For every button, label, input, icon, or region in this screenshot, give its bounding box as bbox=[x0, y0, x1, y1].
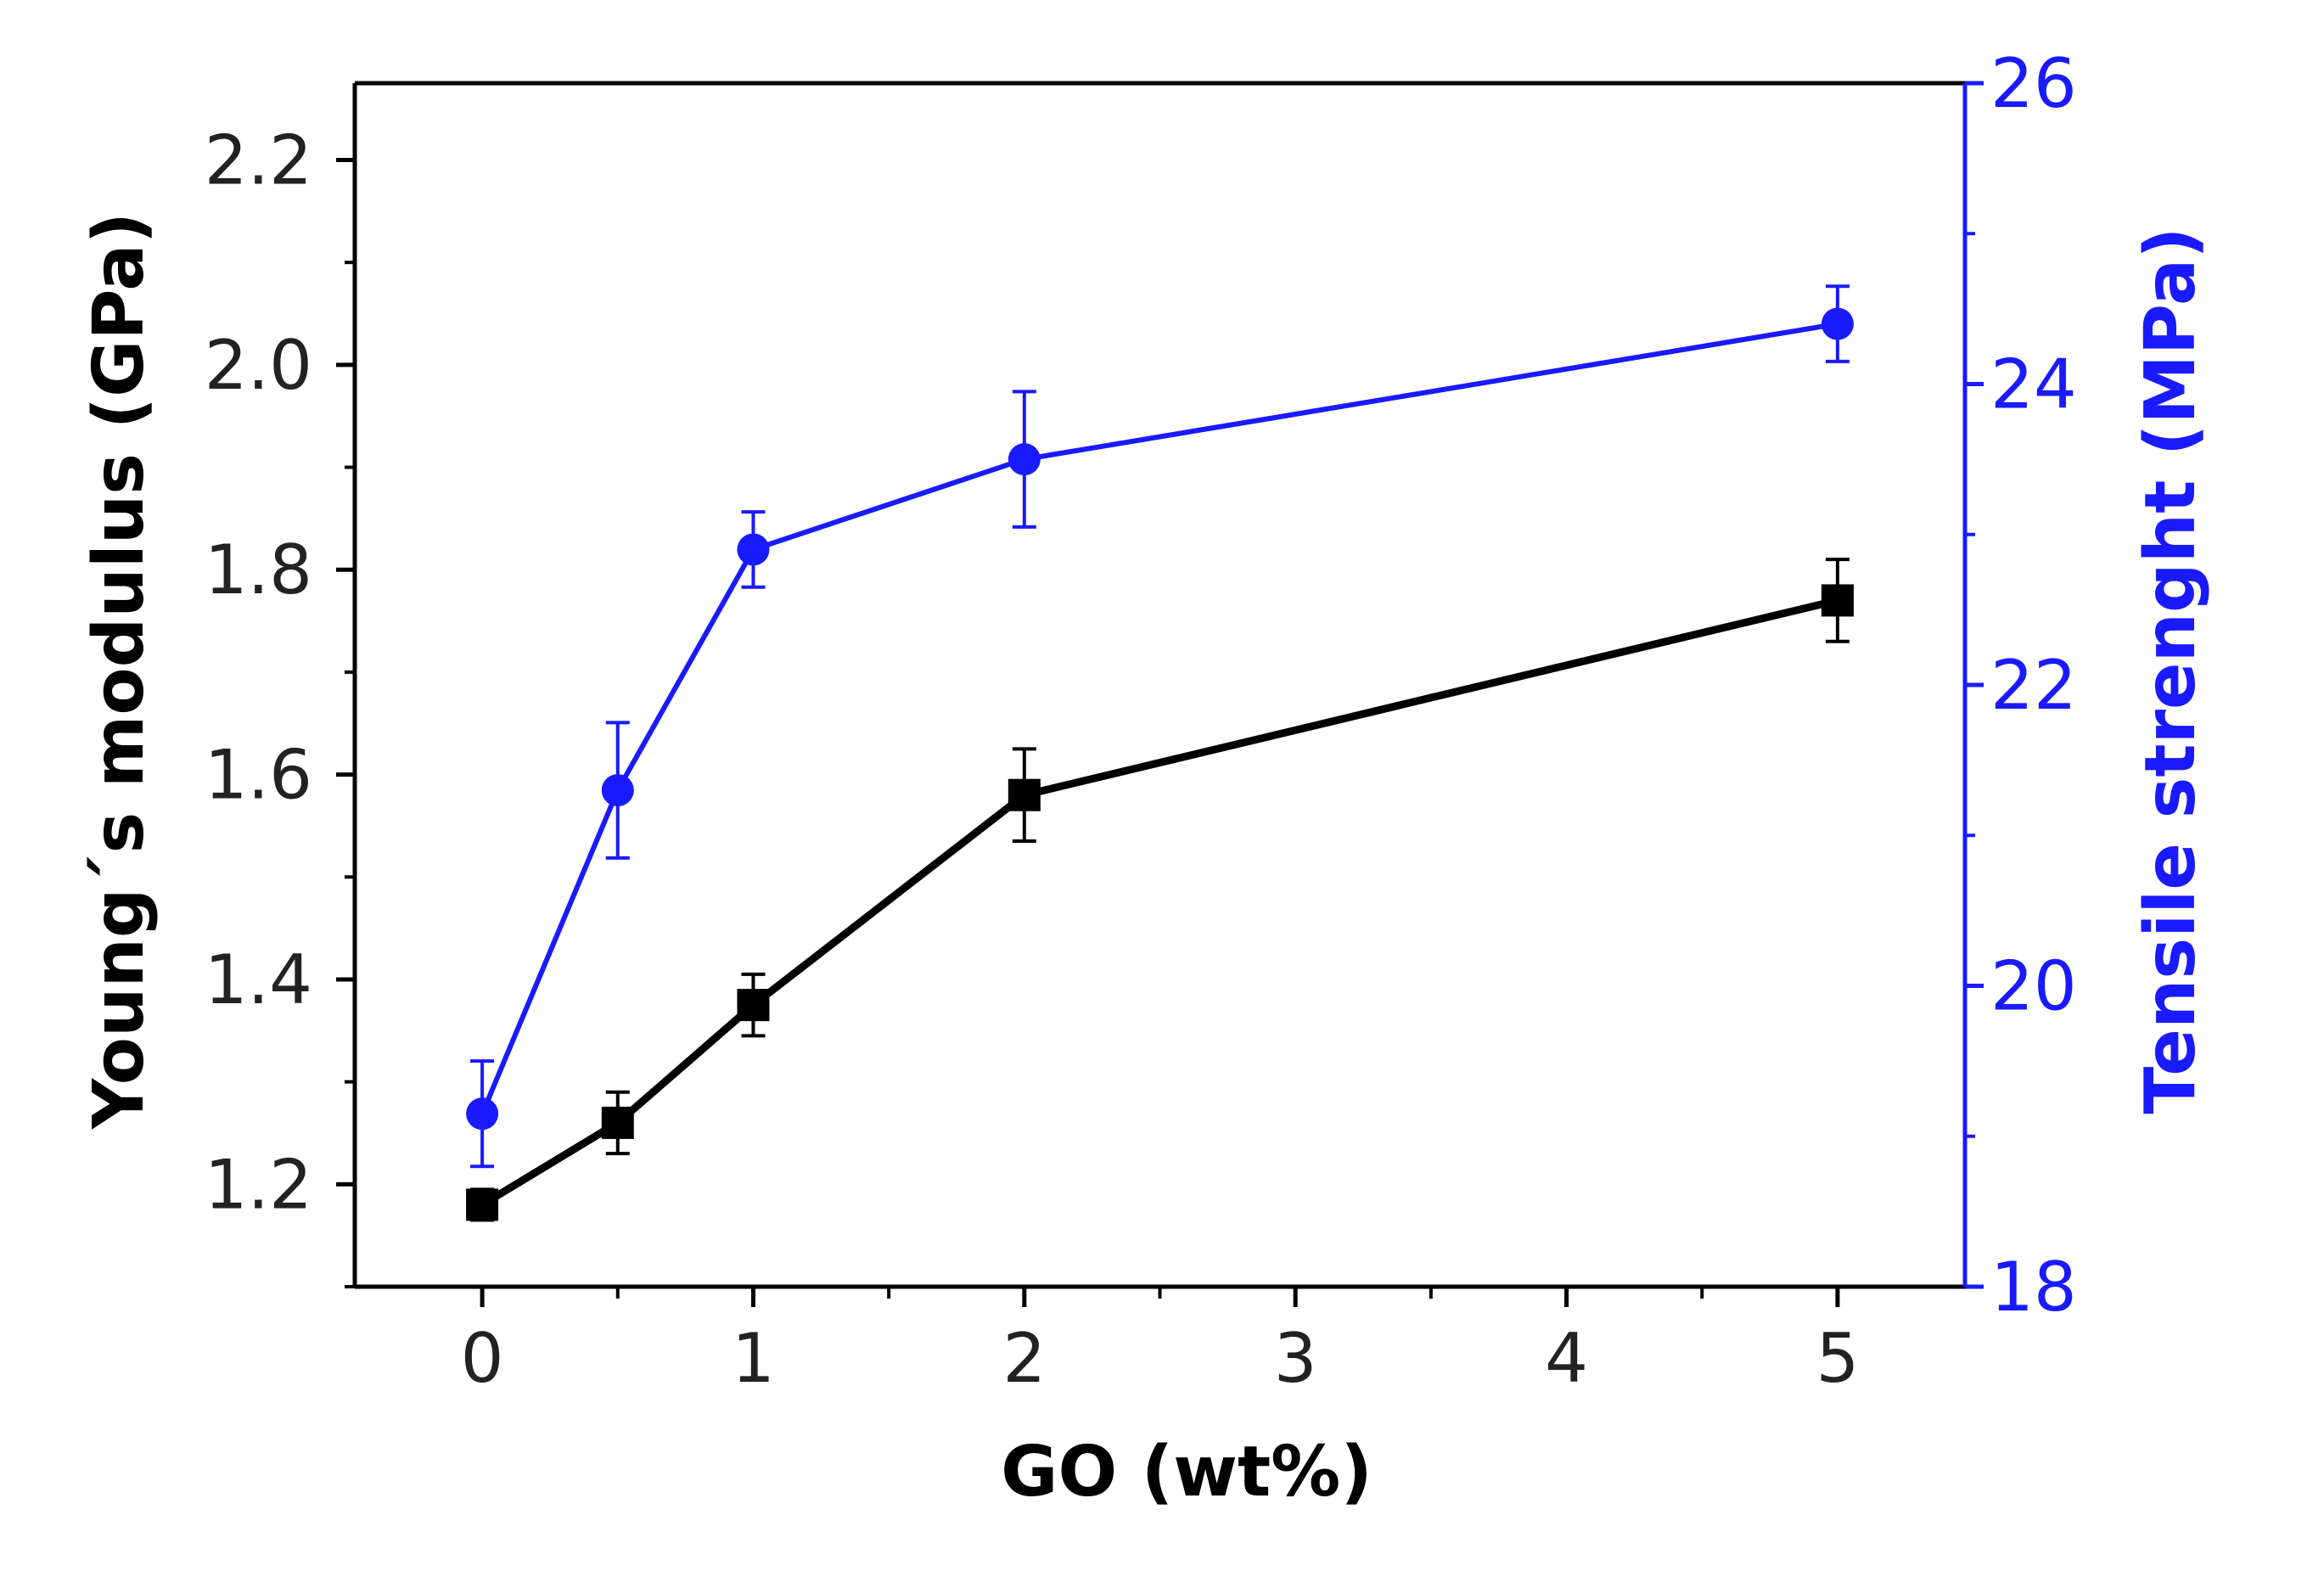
series-line-youngs-modulus bbox=[480, 597, 1838, 1209]
data-point-circle bbox=[1008, 443, 1041, 476]
data-point-square bbox=[737, 989, 770, 1022]
right-tick-label: 26 bbox=[1990, 44, 2077, 123]
x-tick-label: 1 bbox=[732, 1319, 775, 1398]
data-point-circle bbox=[737, 533, 770, 566]
x-tick-label: 0 bbox=[461, 1319, 504, 1398]
x-tick-label: 5 bbox=[1816, 1319, 1859, 1398]
series-line-tensile-strength bbox=[480, 321, 1838, 1115]
data-point-square bbox=[601, 1106, 634, 1139]
data-point-circle bbox=[466, 1097, 499, 1131]
right-tick-label: 18 bbox=[1990, 1248, 2077, 1327]
left-axis-title: Young´s modulus (GPa) bbox=[79, 212, 160, 1130]
x-tick-label: 4 bbox=[1545, 1319, 1588, 1398]
left-tick-label: 2.2 bbox=[205, 121, 312, 200]
right-axis-title: Tensile strenght (MPa) bbox=[2130, 227, 2211, 1114]
x-axis-title: GO (wt%) bbox=[1001, 1432, 1373, 1512]
left-tick-label: 1.2 bbox=[205, 1145, 312, 1224]
left-tick-label: 1.8 bbox=[205, 530, 312, 609]
data-point-square bbox=[1821, 584, 1854, 617]
right-tick-label: 20 bbox=[1990, 947, 2077, 1026]
x-tick-label: 2 bbox=[1002, 1319, 1046, 1398]
left-tick-label: 1.4 bbox=[205, 940, 312, 1019]
series-layer bbox=[466, 284, 1854, 1222]
right-tick-label: 24 bbox=[1990, 345, 2077, 424]
x-tick-label: 3 bbox=[1274, 1319, 1317, 1398]
right-tick-label: 22 bbox=[1990, 646, 2077, 725]
data-point-circle bbox=[1821, 307, 1854, 340]
data-point-square bbox=[466, 1188, 499, 1221]
left-tick-label: 2.0 bbox=[205, 326, 312, 405]
plot-frame-layer bbox=[336, 81, 1984, 1307]
data-point-square bbox=[1008, 778, 1041, 811]
data-point-circle bbox=[601, 774, 634, 807]
left-tick-label: 1.6 bbox=[205, 736, 312, 815]
tick-label-layer: 0 1 2 3 4 5 1.2 1.4 1.6 1.8 2.0 2.2 18 20 22 24 26 bbox=[205, 44, 2077, 1398]
